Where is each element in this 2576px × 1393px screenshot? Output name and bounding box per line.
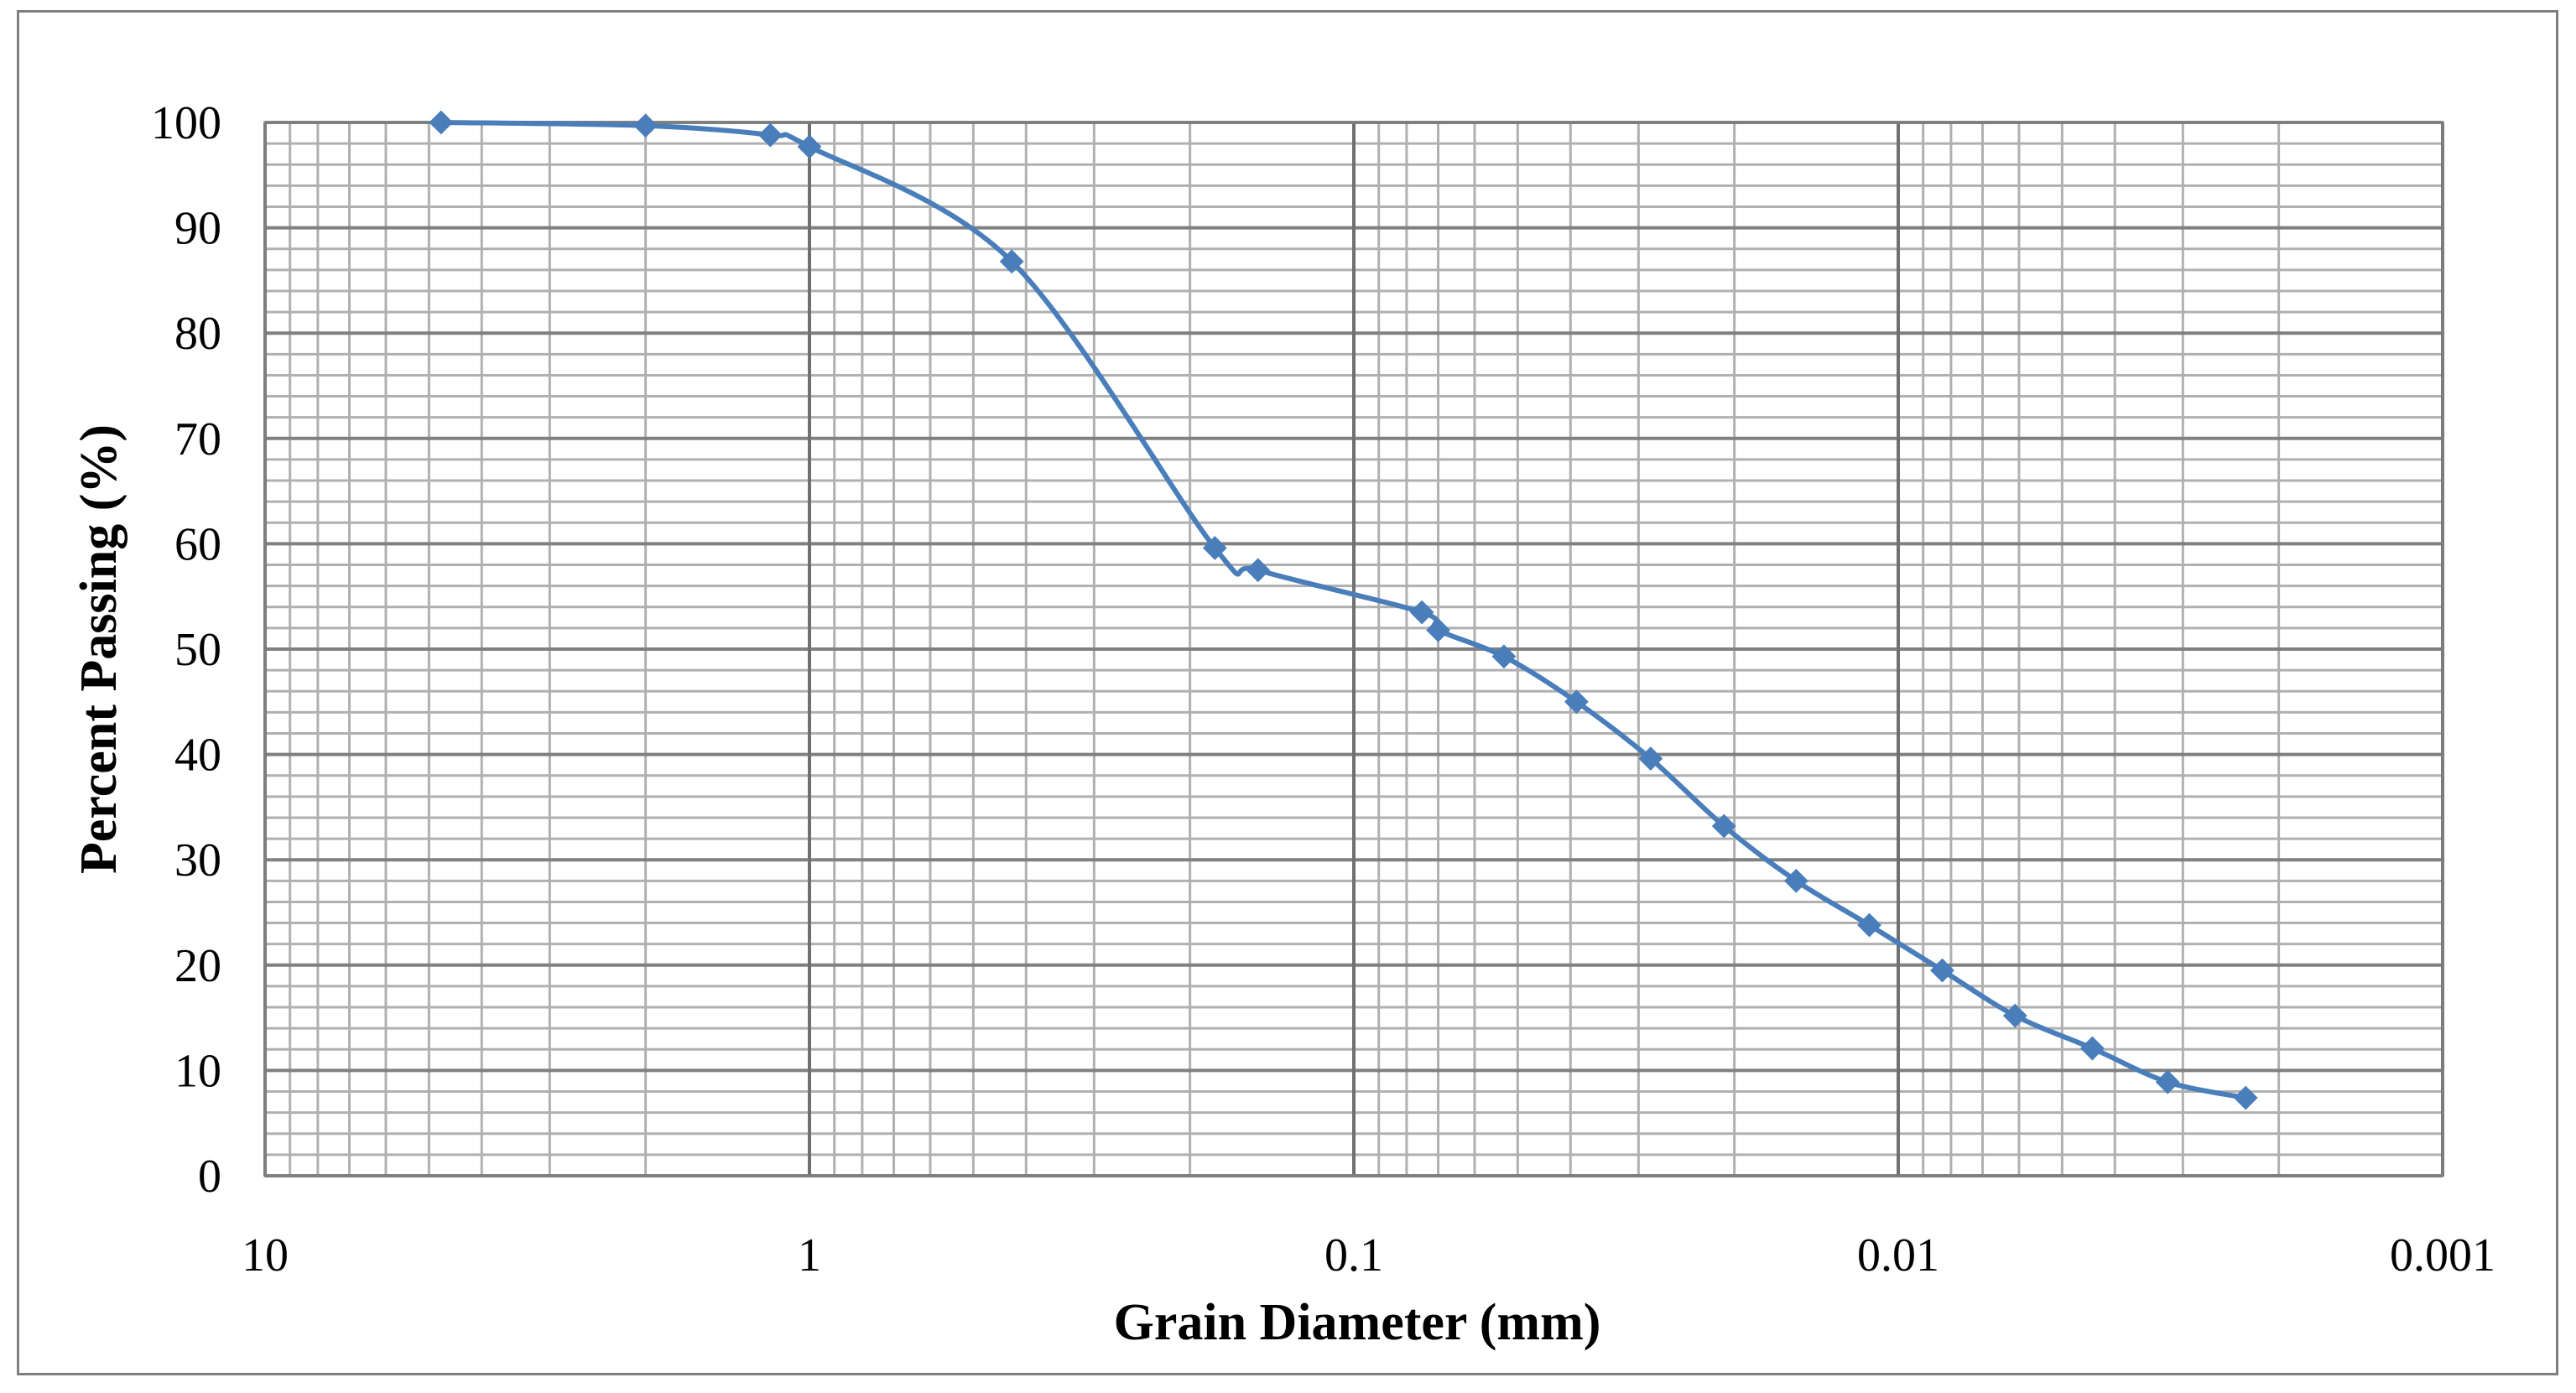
data-point-marker [757,122,783,148]
data-point-markers [429,110,2258,1110]
y-tick-label: 40 [174,730,221,782]
y-tick-label: 100 [151,97,221,149]
y-tick-label: 80 [174,308,221,360]
x-tick-label: 0.01 [1857,1229,1939,1281]
x-tick-label: 0.1 [1324,1229,1383,1281]
x-axis-tick-labels: 10 1 0.1 0.01 0.001 [242,1229,2495,1281]
data-point-marker [1783,868,1808,893]
data-point-marker [797,134,822,159]
data-point-marker [1202,536,1227,560]
data-point-marker [999,249,1024,274]
y-tick-label: 70 [174,413,221,465]
y-tick-label: 0 [198,1151,221,1203]
data-point-marker [2002,1003,2027,1028]
data-point-marker [633,113,658,138]
data-point-marker [1857,912,1881,938]
data-point-marker [1491,644,1517,669]
data-point-marker [1564,689,1589,715]
data-point-marker [1638,746,1663,772]
x-tick-label: 0.001 [2390,1229,2495,1281]
data-point-marker [2079,1036,2105,1061]
data-point-marker [2233,1085,2258,1110]
y-axis-title: Percent Passing (%) [70,424,127,874]
y-tick-label: 90 [174,203,221,255]
y-tick-label: 30 [174,834,221,886]
x-tick-label: 1 [798,1229,821,1281]
y-axis-tick-labels: 0 10 20 30 40 50 60 70 80 90 100 [151,97,221,1203]
y-tick-label: 20 [174,940,221,992]
chart-frame [17,10,2558,1375]
data-point-marker [2155,1069,2180,1094]
data-point-marker [1711,813,1736,839]
data-point-marker [1409,600,1434,625]
plot-area-border [263,121,2444,1177]
y-tick-label: 60 [174,518,221,570]
y-tick-label: 50 [174,624,221,676]
data-point-marker [429,110,454,135]
data-point-marker [1246,558,1271,583]
x-axis-title: Grain Diameter (mm) [1114,1294,1601,1351]
data-point-marker [1930,958,1954,983]
x-tick-label: 10 [242,1229,289,1281]
y-tick-label: 10 [174,1045,221,1097]
data-point-marker [1426,617,1450,642]
